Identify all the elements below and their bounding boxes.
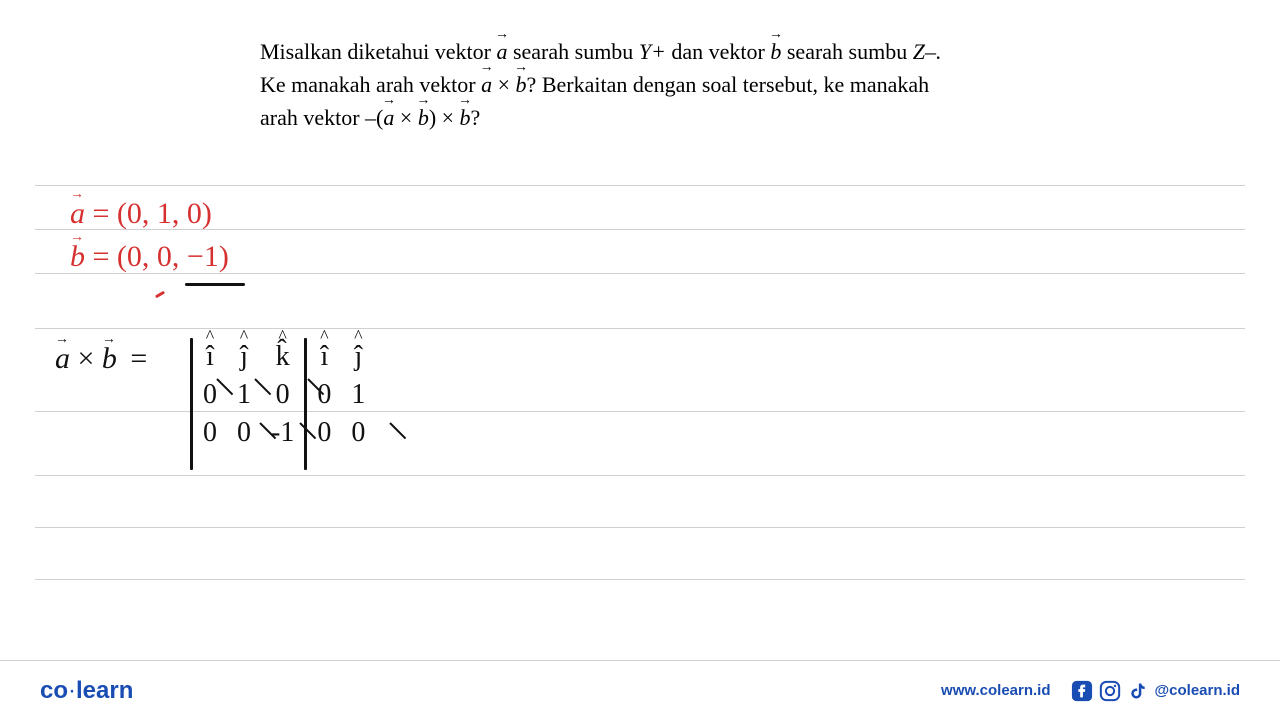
cell: -1 — [271, 414, 294, 452]
unit-j: ĵ — [354, 338, 362, 376]
question-text: Misalkan diketahui vektor a searah sumbu… — [260, 35, 1125, 134]
facebook-icon — [1071, 680, 1093, 702]
cell: 0 — [203, 376, 217, 414]
vector-b: b — [418, 101, 429, 134]
unit-i: î — [320, 338, 328, 376]
q-text: Misalkan diketahui vektor — [260, 39, 496, 64]
handwritten-axb-label: →a × →b = — [55, 342, 147, 376]
unit-j: ĵ — [240, 338, 248, 376]
cross-op: × — [492, 72, 515, 97]
ruled-line — [35, 229, 1245, 230]
ruled-line — [35, 527, 1245, 528]
cell: 0 — [203, 414, 217, 452]
vector-b: b — [460, 101, 471, 134]
cell: 0 — [317, 414, 331, 452]
handwritten-vec-b: →b = (0, 0, −1) — [70, 240, 229, 274]
vector-a: a — [383, 101, 394, 134]
q-text: ) × — [429, 105, 460, 130]
tiktok-icon — [1127, 680, 1149, 702]
determinant-matrix: î 0 0 ĵ 1 0 k̂ 0 -1 î 0 0 ĵ 1 0 — [190, 338, 375, 470]
social-icons: @colearn.id — [1071, 680, 1240, 702]
matrix-col: î 0 0 — [193, 338, 227, 451]
social-handle: @colearn.id — [1155, 682, 1240, 699]
handwritten-vec-a: →a = (0, 1, 0) — [70, 197, 212, 231]
matrix-col: ĵ 1 0 — [341, 338, 375, 451]
ruled-line — [35, 328, 1245, 329]
footer-url: www.colearn.id — [941, 682, 1050, 699]
q-text: arah vektor –( — [260, 105, 383, 130]
brand-logo: co·learn — [40, 677, 133, 705]
vector-b: b — [516, 68, 527, 101]
q-text: Ke manakah arah vektor — [260, 72, 481, 97]
cell: 1 — [237, 376, 251, 414]
cell: 1 — [351, 376, 365, 414]
unit-k: k̂ — [276, 338, 290, 376]
q-text: Berkaitan dengan soal tersebut, ke manak… — [536, 72, 929, 97]
q-text: dan vektor — [666, 39, 770, 64]
ruled-line — [35, 475, 1245, 476]
vector-b: b — [770, 35, 781, 68]
cell: 0 — [351, 414, 365, 452]
q-text: searah sumbu — [781, 39, 912, 64]
y-plus: Y+ — [639, 39, 666, 64]
unit-i: î — [206, 338, 214, 376]
cell: 0 — [276, 376, 290, 414]
footer: co·learn www.colearn.id @colearn.id — [0, 660, 1280, 720]
instagram-icon — [1099, 680, 1121, 702]
cell: 0 — [317, 376, 331, 414]
ruled-line — [35, 185, 1245, 186]
matrix-col: k̂ 0 -1 — [261, 338, 304, 451]
vector-a: a — [496, 35, 507, 68]
ruled-line — [35, 579, 1245, 580]
cell: 0 — [237, 414, 251, 452]
z-minus: Z–. — [913, 39, 942, 64]
underline-mark — [185, 283, 245, 286]
vector-a: a — [481, 68, 492, 101]
cross-op: × — [394, 105, 417, 130]
